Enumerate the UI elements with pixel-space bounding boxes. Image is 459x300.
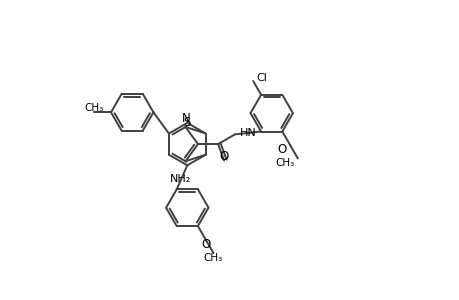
Text: O: O [219,150,228,163]
Text: N: N [181,112,190,125]
Text: NH₂: NH₂ [170,174,191,184]
Text: O: O [201,238,210,251]
Text: Cl: Cl [256,73,267,83]
Text: CH₃: CH₃ [84,103,103,113]
Text: CH₃: CH₃ [274,158,294,168]
Text: CH₃: CH₃ [203,253,223,263]
Text: O: O [277,143,286,156]
Text: S: S [183,116,190,129]
Text: HN: HN [239,128,256,139]
